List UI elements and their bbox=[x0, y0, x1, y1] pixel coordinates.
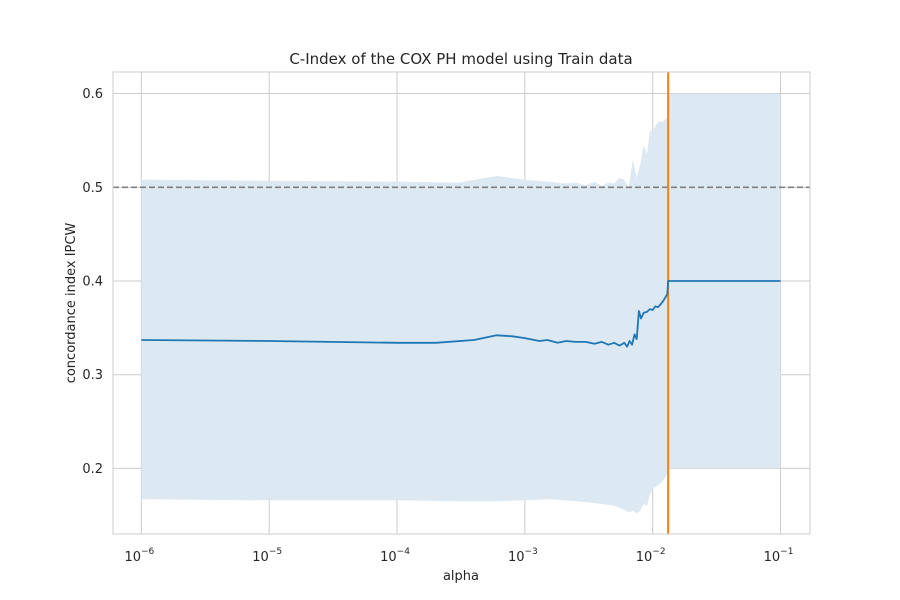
y-tick-label: 0.2 bbox=[82, 462, 103, 477]
confidence-band bbox=[141, 93, 781, 514]
y-tick-label: 0.4 bbox=[82, 274, 103, 289]
chart-title: C-Index of the COX PH model using Train … bbox=[289, 50, 632, 68]
x-tick-labels: 10−6 10−5 10−4 10−3 10−2 10−1 bbox=[124, 547, 793, 565]
x-tick-label: 10−6 bbox=[124, 547, 154, 565]
mean-series bbox=[141, 280, 781, 348]
y-tick-label: 0.6 bbox=[82, 87, 103, 102]
x-tick-label: 10−3 bbox=[508, 547, 538, 565]
x-tick-label: 10−4 bbox=[380, 547, 410, 565]
mean-c-index-line bbox=[141, 280, 781, 348]
y-axis-label: concordance index IPCW bbox=[64, 223, 79, 384]
x-tick-label: 10−5 bbox=[252, 547, 282, 565]
plot-frame bbox=[112, 71, 811, 535]
x-axis-label: alpha bbox=[443, 569, 479, 584]
x-tick-label: 10−2 bbox=[636, 547, 666, 565]
x-tick-label: 10−1 bbox=[764, 547, 794, 565]
reference-lines bbox=[113, 72, 810, 534]
y-tick-label: 0.3 bbox=[82, 368, 103, 383]
confidence-band-area bbox=[141, 93, 781, 514]
y-tick-labels: 0.2 0.3 0.4 0.5 0.6 bbox=[82, 87, 103, 477]
y-tick-label: 0.5 bbox=[82, 181, 103, 196]
